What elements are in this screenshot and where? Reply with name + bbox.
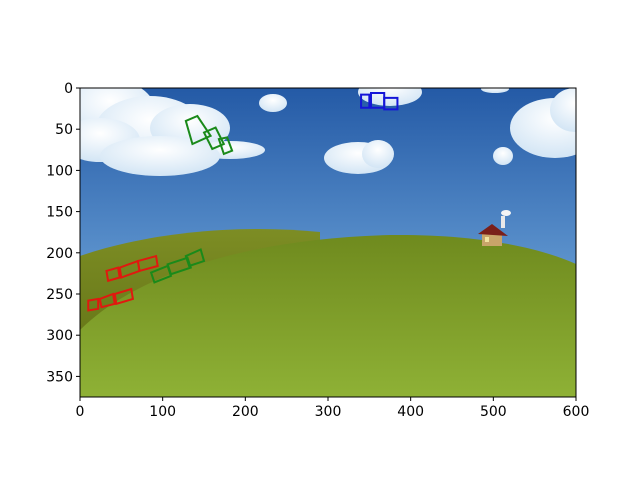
y-tick-label: 100 xyxy=(46,163,73,179)
green-annotation-box xyxy=(184,114,213,146)
red-annotation-box xyxy=(98,292,116,309)
x-tick-label: 200 xyxy=(232,404,259,420)
green-annotation-box xyxy=(166,256,193,276)
x-tick-label: 500 xyxy=(480,404,507,420)
x-tick-label: 600 xyxy=(563,404,590,420)
main-hill xyxy=(80,234,576,397)
x-tick-label: 100 xyxy=(149,404,176,420)
x-tick-label: 0 xyxy=(76,404,85,420)
y-tick-label: 50 xyxy=(55,122,73,138)
y-tick-label: 300 xyxy=(46,328,73,344)
blue-annotation-box xyxy=(383,96,399,111)
house xyxy=(478,210,511,246)
x-tick-label: 300 xyxy=(315,404,342,420)
y-tick-label: 200 xyxy=(46,246,73,262)
y-tick-label: 0 xyxy=(64,81,73,97)
red-annotation-box xyxy=(113,287,135,306)
annotation-boxes xyxy=(87,91,399,312)
green-annotation-box xyxy=(202,126,226,151)
clouds xyxy=(80,88,576,176)
green-annotation-box xyxy=(217,136,234,156)
red-annotation-box xyxy=(87,297,100,312)
x-axis: 0 100 200 300 400 500 600 xyxy=(76,397,590,420)
y-tick-label: 250 xyxy=(46,287,73,303)
blue-annotation-box xyxy=(360,93,371,109)
scene-image xyxy=(80,88,576,397)
y-tick-label: 150 xyxy=(46,205,73,221)
red-annotation-box xyxy=(136,254,159,273)
x-tick-label: 400 xyxy=(397,404,424,420)
green-annotation-box xyxy=(149,264,173,284)
y-axis: 0 50 100 150 200 250 300 350 xyxy=(46,81,80,385)
red-annotation-box xyxy=(105,266,121,283)
y-tick-label: 350 xyxy=(46,369,73,385)
green-annotation-box xyxy=(184,248,206,268)
